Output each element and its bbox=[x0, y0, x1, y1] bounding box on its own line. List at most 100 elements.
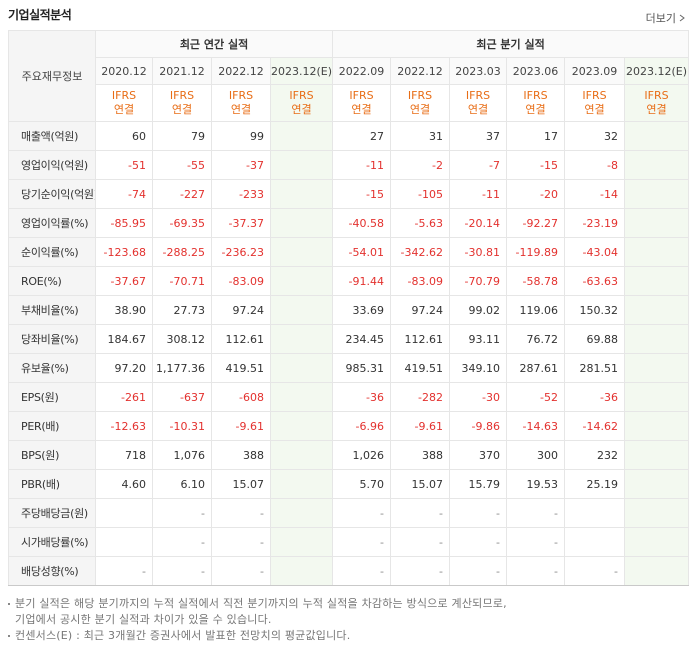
row-label: BPS(원) bbox=[8, 440, 96, 470]
data-row: PBR(배) 4.60 6.10 15.07 5.70 15.07 15.79 19.53 25… bbox=[8, 469, 690, 499]
note-line: 기업에서 공시한 분기 실적과 차이가 있을 수 있습니다. bbox=[15, 613, 272, 626]
value-cell: - bbox=[449, 556, 508, 586]
value-cell: -54.01 bbox=[332, 237, 392, 267]
value-cell: -261 bbox=[95, 382, 153, 412]
value-cell: - bbox=[390, 498, 451, 528]
value-cell: -608 bbox=[211, 382, 271, 412]
value-cell: 388 bbox=[390, 440, 451, 470]
value-cell: 99.02 bbox=[449, 295, 508, 325]
value-cell: - bbox=[152, 527, 212, 557]
header-row: 주요재무정보 최근 연간 실적 최근 분기 실적 bbox=[8, 30, 690, 122]
value-cell: -342.62 bbox=[390, 237, 451, 267]
value-cell: - bbox=[332, 556, 392, 586]
basis-standard: IFRS bbox=[349, 89, 374, 102]
value-cell: 99 bbox=[211, 121, 271, 151]
value-cell: 5.70 bbox=[332, 469, 392, 499]
more-label[interactable]: 더보기 bbox=[645, 12, 676, 25]
value-cell: -9.61 bbox=[211, 411, 271, 441]
value-cell: 97.24 bbox=[211, 295, 271, 325]
row-label: 시가배당률(%) bbox=[8, 527, 96, 557]
basis-header: IFRS 연결 bbox=[506, 84, 566, 122]
value-cell bbox=[624, 527, 690, 557]
row-label: EPS(원) bbox=[8, 382, 96, 412]
period-header: 2023.03 bbox=[449, 57, 508, 85]
section-title: 기업실적분석 bbox=[8, 8, 72, 22]
value-cell: 97.20 bbox=[95, 353, 153, 383]
note-line: 컨센서스(E) : 최근 3개월간 증권사에서 발표한 전망치의 평균값입니다. bbox=[15, 629, 351, 642]
basis-scope: 연결 bbox=[525, 103, 546, 116]
data-row: 영업이익(억원) -51 -55 -37 -11 -2 -7 -15 -8 bbox=[8, 150, 690, 180]
value-cell: 150.32 bbox=[564, 295, 626, 325]
value-cell: 370 bbox=[449, 440, 508, 470]
value-cell: 15.07 bbox=[211, 469, 271, 499]
more-link[interactable]: 더보기 bbox=[646, 10, 686, 26]
value-cell bbox=[624, 411, 690, 441]
value-cell: -11 bbox=[332, 150, 392, 180]
data-row: 주당배당금(원) - - - - - - bbox=[8, 498, 690, 528]
value-cell bbox=[624, 266, 690, 296]
value-cell bbox=[624, 237, 690, 267]
value-cell: 27.73 bbox=[152, 295, 212, 325]
basis-header: IFRS 연결 bbox=[624, 84, 690, 122]
period-header: 2023.06 bbox=[506, 57, 566, 85]
period-row: 2020.12 2021.12 2022.12 2023.12(E) 2022.09 20… bbox=[9, 57, 690, 85]
basis-scope: 연결 bbox=[646, 103, 667, 116]
value-cell bbox=[269, 382, 334, 412]
more-arrow[interactable] bbox=[678, 14, 686, 22]
value-cell: - bbox=[332, 498, 392, 528]
basis-standard: IFRS bbox=[407, 89, 433, 102]
note: 분기 실적은 해당 분기까지의 누적 실적에서 직전 분기까지의 누적 실적을 … bbox=[8, 596, 507, 628]
data-row: 순이익률(%) -123.68 -288.25 -236.23 -54.01 -342.6… bbox=[8, 237, 690, 267]
value-cell: -10.31 bbox=[152, 411, 212, 441]
value-cell: 27 bbox=[332, 121, 392, 151]
data-row: 유보율(%) 97.20 1,177.36 419.51 985.31 419.51 349… bbox=[8, 353, 690, 383]
basis-header: IFRS 연결 bbox=[211, 84, 271, 122]
period-header: 2022.09 bbox=[332, 57, 392, 85]
value-cell: 15.79 bbox=[449, 469, 508, 499]
value-cell bbox=[624, 440, 690, 470]
value-cell: -9.86 bbox=[449, 411, 508, 441]
value-cell: -83.09 bbox=[211, 266, 271, 296]
value-cell: -637 bbox=[152, 382, 212, 412]
data-row: 영업이익률(%) -85.95 -69.35 -37.37 -40.58 -5.63 -20… bbox=[8, 208, 690, 238]
row-label: 당좌비율(%) bbox=[8, 324, 96, 354]
basis-scope: 연결 bbox=[467, 103, 489, 116]
value-cell: -91.44 bbox=[332, 266, 392, 296]
period-header: 2023.09 bbox=[564, 57, 626, 85]
value-cell bbox=[624, 179, 690, 209]
value-cell bbox=[624, 498, 690, 528]
value-cell bbox=[269, 208, 334, 238]
value-cell: -14 bbox=[564, 179, 626, 209]
value-cell: -15 bbox=[506, 150, 566, 180]
value-cell: -2 bbox=[390, 150, 451, 180]
financial-table: 주요재무정보 최근 연간 실적 최근 분기 실적 2020.12 2021.12 2022… bbox=[8, 30, 690, 586]
value-cell: - bbox=[211, 498, 271, 528]
basis-standard: IFRS bbox=[289, 89, 314, 102]
value-cell: 119.06 bbox=[506, 295, 566, 325]
data-row: EPS(원) -261 -637 -608 -36 -282 -30 -52 -36 bbox=[8, 382, 690, 412]
value-cell: 985.31 bbox=[332, 353, 392, 383]
value-cell bbox=[269, 237, 334, 267]
value-cell: 281.51 bbox=[564, 353, 626, 383]
value-cell: 388 bbox=[211, 440, 271, 470]
period-header: 2021.12 bbox=[152, 57, 212, 85]
value-cell: -52 bbox=[506, 382, 566, 412]
basis-header: IFRS 연결 bbox=[449, 84, 508, 122]
value-cell bbox=[624, 208, 690, 238]
period-header: 2023.12(E) bbox=[269, 57, 334, 85]
value-cell: 32 bbox=[564, 121, 626, 151]
value-cell: 718 bbox=[95, 440, 153, 470]
value-cell: 4.60 bbox=[95, 469, 153, 499]
value-cell: -37 bbox=[211, 150, 271, 180]
value-cell: -8 bbox=[564, 150, 626, 180]
value-cell: -123.68 bbox=[95, 237, 153, 267]
value-cell: -5.63 bbox=[390, 208, 451, 238]
period-header: 2023.12(E) bbox=[624, 57, 690, 85]
value-cell bbox=[564, 527, 626, 557]
value-cell: -119.89 bbox=[506, 237, 566, 267]
row-label: PER(배) bbox=[8, 411, 96, 441]
basis-standard: IFRS bbox=[582, 89, 607, 102]
value-cell: - bbox=[211, 556, 271, 586]
value-cell: -58.78 bbox=[506, 266, 566, 296]
